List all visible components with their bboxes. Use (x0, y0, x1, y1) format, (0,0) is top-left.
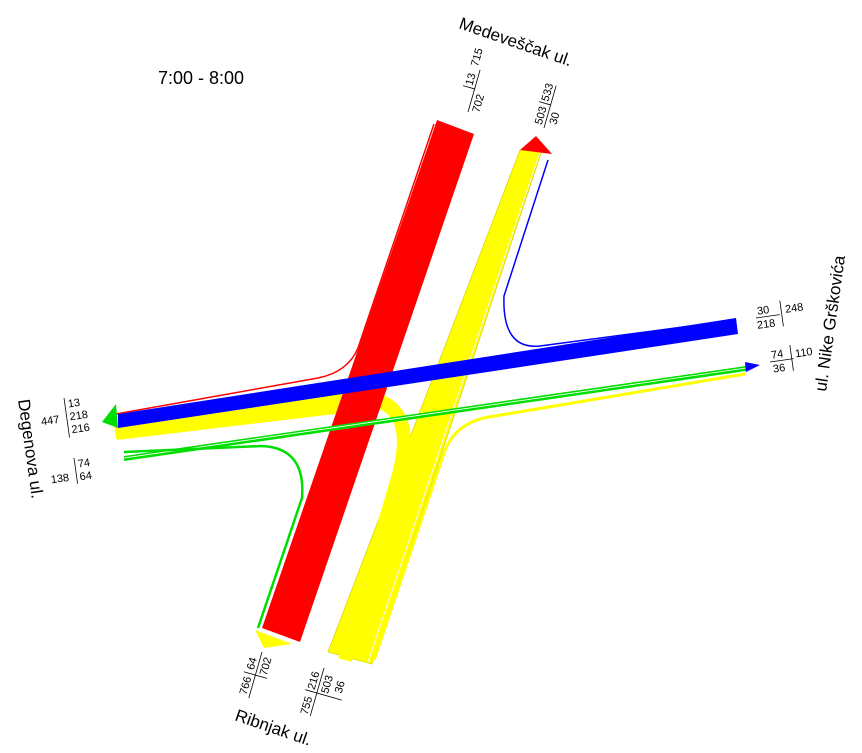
street-west: Degenova ul. (14, 398, 47, 500)
count-south-out-a: 216 (306, 670, 323, 691)
count-north-out-b: 30 (548, 111, 563, 126)
count-north-in-a: 13 (464, 72, 479, 87)
count-east-in-a: 30 (756, 304, 770, 318)
count-west-in-b: 218 (69, 409, 89, 423)
yellow-flow-west-out (116, 398, 352, 440)
red-flow-north-west (115, 123, 435, 415)
count-south-in-total: 766 (238, 675, 255, 696)
count-west-out-total: 138 (50, 472, 70, 486)
count-block-south-out: 216 503 36 755 (299, 667, 348, 717)
count-block-west-in: 13 218 216 447 (40, 397, 91, 438)
count-east-out-b: 36 (772, 362, 786, 376)
count-west-in-c: 216 (71, 422, 91, 436)
yellow-flow-edge-line (367, 151, 541, 663)
count-block-east-in: 30 218 248 (755, 300, 804, 332)
street-east: ul. Nike Grškovića (811, 254, 849, 393)
count-east-out-total: 110 (794, 346, 813, 360)
count-west-out-b: 64 (79, 470, 93, 484)
count-south-out-c: 36 (333, 680, 348, 695)
count-south-in-b: 702 (258, 656, 275, 677)
count-block-west-out: 74 64 138 (50, 457, 93, 487)
count-south-out-total: 755 (299, 695, 316, 716)
blue-flow-east-north (503, 159, 737, 347)
count-north-out-a: 503 (533, 105, 550, 126)
count-east-out-a: 74 (770, 348, 784, 362)
count-east-in-total: 248 (784, 301, 804, 315)
count-west-out-a: 74 (77, 457, 91, 471)
count-north-in-b: 702 (470, 93, 487, 114)
count-south-in-a: 64 (245, 656, 260, 671)
blue-flow-east-west (118, 318, 738, 428)
yellow-flow-south-east (372, 372, 746, 661)
count-north-out-total: 533 (540, 82, 557, 103)
yellow-arrow-ribnjak (255, 630, 292, 648)
count-west-in-total: 447 (40, 414, 60, 428)
count-block-east-out: 74 36 110 (769, 345, 813, 376)
count-block-north-in: 13 702 715 (462, 47, 487, 114)
red-arrow-medevescak (520, 136, 552, 154)
time-period: 7:00 - 8:00 (158, 68, 244, 88)
blue-arrow-nike (745, 362, 760, 372)
green-flow-west-south (123, 444, 304, 629)
count-north-in-total: 715 (469, 47, 486, 68)
count-east-in-b: 218 (756, 317, 776, 331)
count-block-north-out: 503 30 533 (533, 82, 563, 129)
count-block-south-in: 64 702 766 (238, 651, 275, 699)
green-flow-inner-line (123, 367, 747, 459)
green-arrow-degenova (102, 404, 118, 428)
count-south-out-b: 503 (319, 674, 336, 695)
count-west-in-a: 13 (67, 397, 81, 411)
green-flow-west-east (124, 366, 746, 461)
